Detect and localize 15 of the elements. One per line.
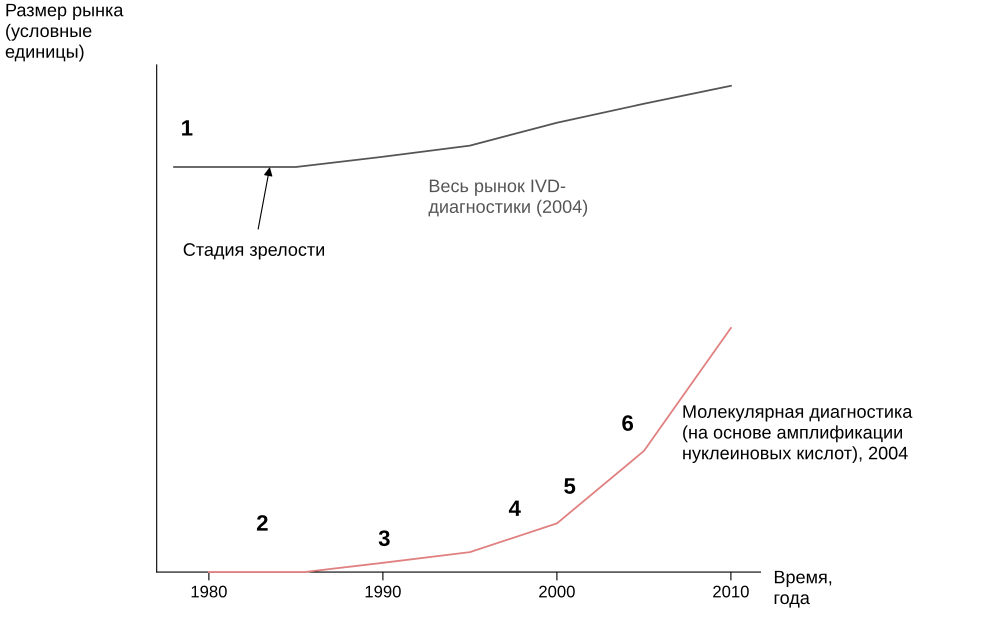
- x-tick-label: 2000: [539, 586, 575, 598]
- x-tick-label: 2010: [713, 586, 749, 598]
- annotation: 5: [564, 478, 576, 494]
- annotation: 6: [622, 415, 634, 431]
- x-tick-label: 1990: [366, 586, 401, 598]
- y-axis-title: Размер рынка (условные единицы): [6, 4, 124, 62]
- x-axis-title: Время, года: [774, 570, 832, 608]
- annotation: 3: [378, 530, 390, 546]
- series-label: Весь рынок IVD- диагностики (2004): [428, 180, 588, 217]
- annotation: 2: [256, 515, 268, 531]
- annotation: 4: [508, 500, 521, 516]
- series-label: Молекулярная диагностика (на основе амплификации нуклеиновых кислот), 2004: [683, 405, 912, 464]
- annotation: Стадия зрелости: [184, 243, 324, 260]
- annotation: 1: [182, 120, 192, 136]
- x-tick-label: 1980: [192, 586, 227, 598]
